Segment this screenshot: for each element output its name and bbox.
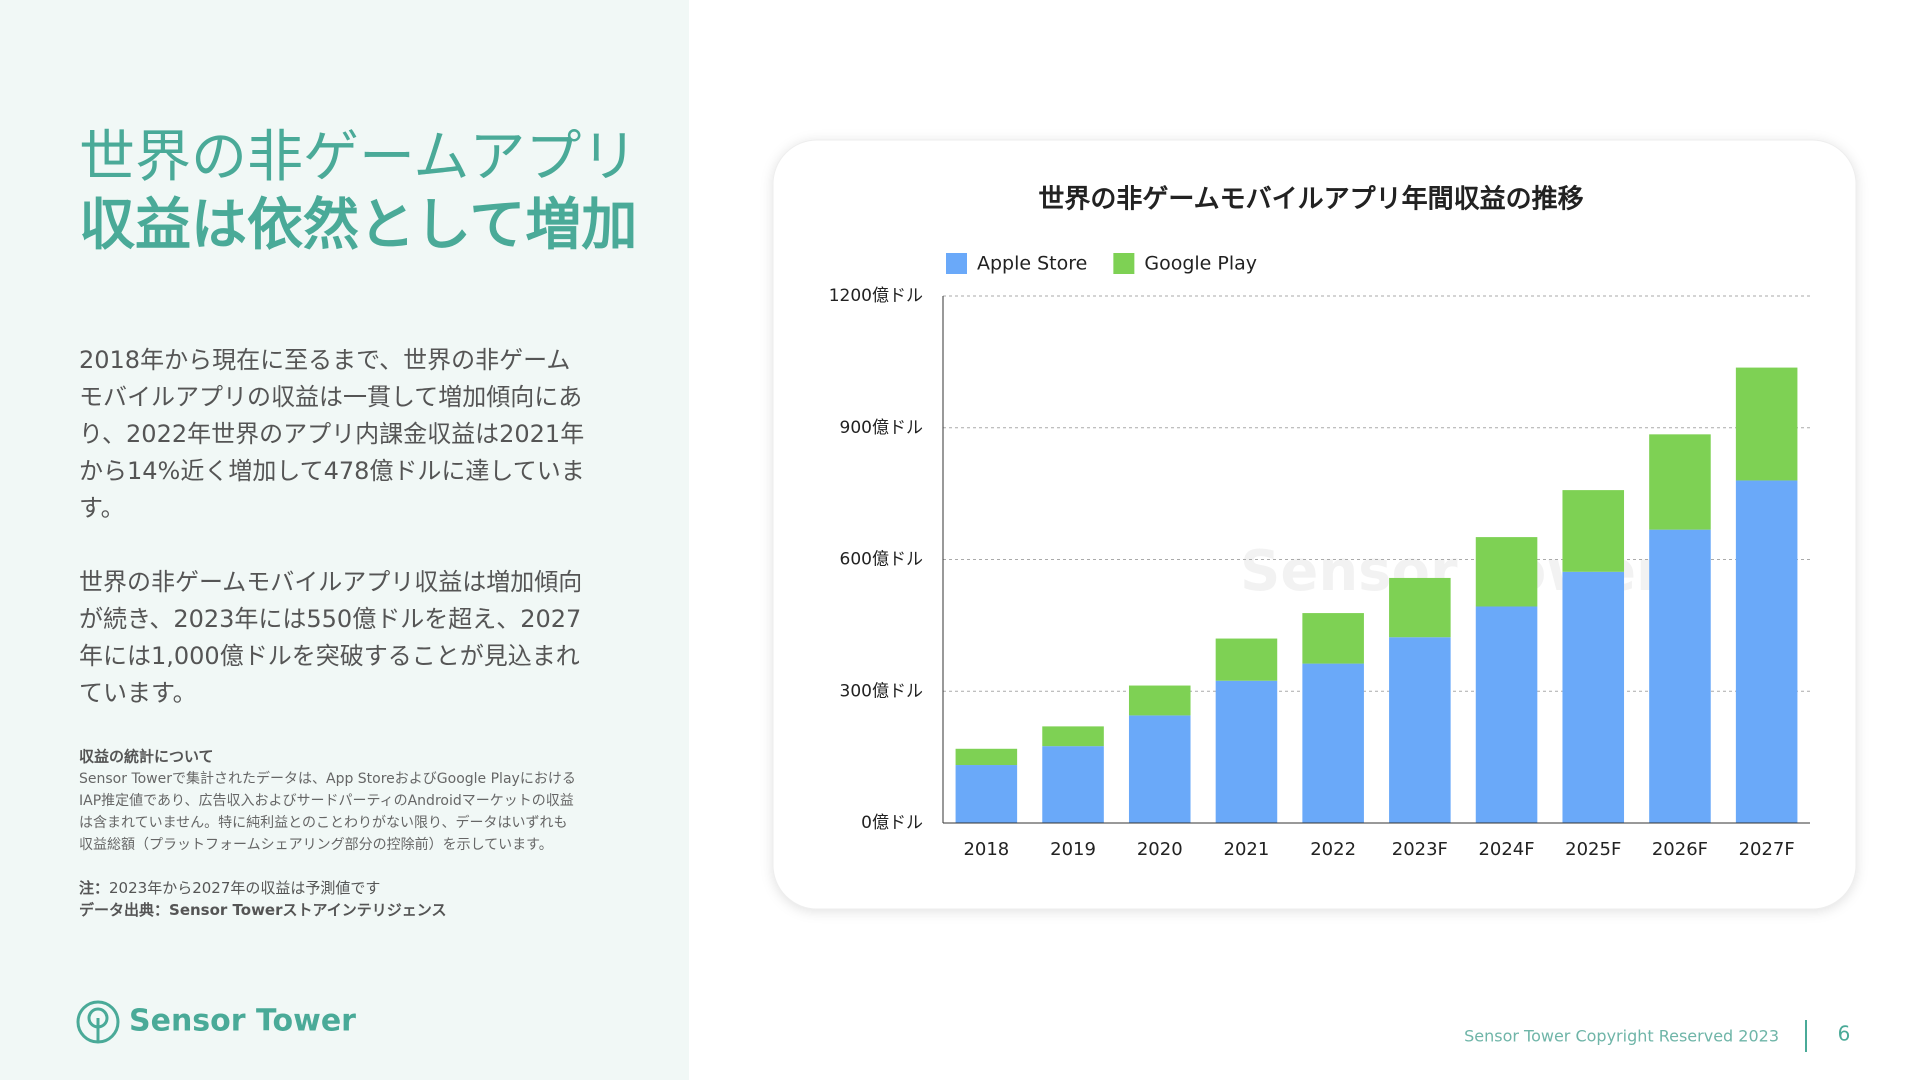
headline: 世界の非ゲームアプリ	[79, 125, 637, 190]
paragraph-line: モバイルアプリの収益は一貫して増加傾向にあ	[79, 383, 582, 411]
x-tick-label: 2025F	[1565, 839, 1621, 860]
y-tick-label: 1200億ドル	[829, 286, 923, 306]
y-tick-label: 600億ドル	[840, 550, 923, 570]
note-source: データ出典：Sensor Towerストアインテリジェンス	[79, 901, 446, 919]
bar-segment	[1735, 367, 1798, 481]
x-tick-label: 2021	[1224, 839, 1270, 860]
paragraph-line: から14%近く増加して478億ドルに達していま	[79, 457, 585, 485]
note-forecast: 注：2023年から2027年の収益は予測値です	[79, 879, 380, 897]
y-tick-label: 0億ドル	[861, 813, 923, 833]
notes-line: 収益総額（プラットフォームシェアリング部分の控除前）を示しています。	[79, 836, 553, 853]
bar-segment	[1042, 726, 1104, 747]
text-part: データ出典：	[79, 901, 169, 919]
legend-swatch	[946, 253, 967, 274]
x-tick-label: 2027F	[1739, 839, 1795, 860]
paragraph-line: す。	[79, 494, 125, 522]
x-tick-label: 2023F	[1392, 839, 1448, 860]
text-part: 2023年から2027年の収益は予測値です	[109, 879, 380, 897]
logo-text: Sensor Tower	[129, 1004, 356, 1039]
bar-segment	[1649, 434, 1711, 530]
bar-segment	[1302, 663, 1364, 823]
bar-segment	[1389, 637, 1451, 823]
legend-swatch	[1113, 253, 1135, 274]
bar-segment	[1649, 529, 1711, 823]
text-part: 注：	[79, 879, 109, 897]
legend-label: Apple Store	[977, 253, 1087, 275]
bar-segment	[1128, 715, 1191, 823]
legend-label: Google Play	[1144, 253, 1257, 275]
page-number: 6	[1838, 1022, 1851, 1046]
bar-segment	[1475, 537, 1538, 607]
logo-icon	[76, 1000, 120, 1044]
bar-segment	[1389, 577, 1451, 638]
paragraph-line: ています。	[79, 679, 197, 707]
x-tick-label: 2024F	[1478, 839, 1534, 860]
x-tick-label: 2019	[1050, 839, 1096, 860]
notes-line: IAP推定値であり、広告収入およびサードパーティのAndroidマーケットの収益	[79, 793, 574, 809]
bar-segment	[1302, 613, 1364, 664]
notes-line: は含まれていません。特に純利益とのことわりがない限り、データはいずれも	[79, 814, 567, 831]
x-tick-label: 2022	[1310, 839, 1356, 860]
chart-title: 世界の非ゲームモバイルアプリ年間収益の推移	[1038, 184, 1583, 215]
paragraph-line: 2018年から現在に至るまで、世界の非ゲーム	[79, 346, 570, 374]
bar-segment	[1562, 490, 1625, 572]
bar-segment	[1042, 746, 1104, 823]
x-tick-label: 2020	[1137, 839, 1183, 860]
bar-segment	[955, 765, 1018, 823]
headline: 収益は依然として増加	[79, 193, 637, 258]
bar-segment	[1128, 685, 1191, 716]
bar-segment	[1215, 638, 1278, 681]
paragraph-line: 年には1,000億ドルを突破することが見込まれ	[79, 642, 580, 670]
paragraph-line: り、2022年世界のアプリ内課金収益は2021年	[79, 420, 584, 448]
paragraph-line: 世界の非ゲームモバイルアプリ収益は増加傾向	[79, 568, 582, 596]
text-part: Sensor Towerストアインテリジェンス	[169, 901, 446, 919]
y-tick-label: 900億ドル	[840, 418, 923, 438]
bar-segment	[1562, 571, 1625, 823]
bar-segment	[1475, 606, 1538, 823]
bar-segment	[1735, 480, 1798, 823]
footer-copyright: Sensor Tower Copyright Reserved 2023	[1464, 1027, 1779, 1046]
bar-segment	[955, 748, 1018, 766]
x-tick-label: 2018	[963, 839, 1009, 860]
notes-heading: 収益の統計について	[79, 748, 214, 766]
notes-line: Sensor Towerで集計されたデータは、App StoreおよびGoogl…	[79, 770, 576, 787]
bar-segment	[1215, 680, 1278, 823]
y-tick-label: 300億ドル	[840, 681, 923, 701]
paragraph-line: が続き、2023年には550億ドルを超え、2027	[79, 605, 581, 633]
x-tick-label: 2026F	[1652, 839, 1708, 860]
side-panel	[0, 0, 689, 1080]
